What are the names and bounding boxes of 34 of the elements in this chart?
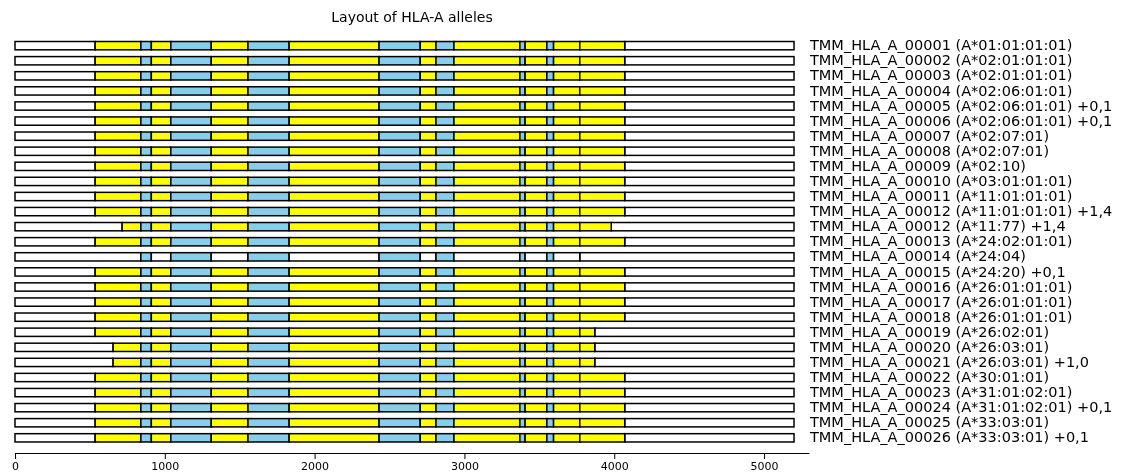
y-tick-label: TMM_HLA_A_00007 (A*02:07:01) [809,127,1050,144]
y-tick-label: TMM_HLA_A_00008 (A*02:07:01) [809,142,1050,159]
y-tick-label: TMM_HLA_A_00026 (A*33:03:01) +0,1 [809,429,1089,446]
y-tick-label: TMM_HLA_A_00012 (A*11:77) +1,4 [809,218,1066,235]
y-tick-label: TMM_HLA_A_00020 (A*26:03:01) [809,338,1050,355]
x-tick-label: 1000 [151,459,180,473]
y-tick-label: TMM_HLA_A_00022 (A*30:01:01) [809,369,1050,386]
y-tick-label: TMM_HLA_A_00013 (A*24:02:01:01) [809,233,1073,250]
x-tick-label: 4000 [600,459,629,473]
y-tick-label: TMM_HLA_A_00010 (A*03:01:01:01) [809,173,1073,190]
y-tick-label: TMM_HLA_A_00019 (A*26:02:01) [809,323,1050,340]
x-tick-label: 2000 [301,459,330,473]
y-tick-label: TMM_HLA_A_00024 (A*31:01:02:01) +0,1 [809,399,1113,416]
y-tick-label: TMM_HLA_A_00001 (A*01:01:01:01) [809,37,1073,54]
y-tick-label: TMM_HLA_A_00018 (A*26:01:01:01) [809,308,1073,325]
y-tick-label: TMM_HLA_A_00011 (A*11:01:01:01) [809,188,1073,205]
chart-title: Layout of HLA-A alleles [331,9,493,25]
y-tick-label: TMM_HLA_A_00023 (A*31:01:02:01) [809,384,1073,401]
y-tick-label: TMM_HLA_A_00016 (A*26:01:01:01) [809,278,1073,295]
x-tick-label: 3000 [450,459,479,473]
y-tick-label: TMM_HLA_A_00009 (A*02:10) [809,157,1026,174]
y-tick-label: TMM_HLA_A_00025 (A*33:03:01) [809,414,1050,431]
y-tick-label: TMM_HLA_A_00014 (A*24:04) [809,248,1026,265]
x-tick-label: 5000 [750,459,779,473]
y-tick-label: TMM_HLA_A_00004 (A*02:06:01:01) [809,82,1073,99]
x-tick-label: 0 [12,459,19,473]
y-tick-label: TMM_HLA_A_00003 (A*02:01:01:01) [809,67,1073,84]
y-tick-label: TMM_HLA_A_00012 (A*11:01:01:01) +1,4 [809,203,1113,220]
y-tick-label: TMM_HLA_A_00002 (A*02:01:01:01) [809,52,1073,69]
y-tick-label: TMM_HLA_A_00021 (A*26:03:01) +1,0 [809,354,1089,371]
y-tick-label: TMM_HLA_A_00005 (A*02:06:01:01) +0,1 [809,97,1113,114]
y-tick-label: TMM_HLA_A_00015 (A*24:20) +0,1 [809,263,1066,280]
y-tick-label: TMM_HLA_A_00017 (A*26:01:01:01) [809,293,1073,310]
y-tick-label: TMM_HLA_A_00006 (A*02:06:01:01) +0,1 [809,112,1113,129]
